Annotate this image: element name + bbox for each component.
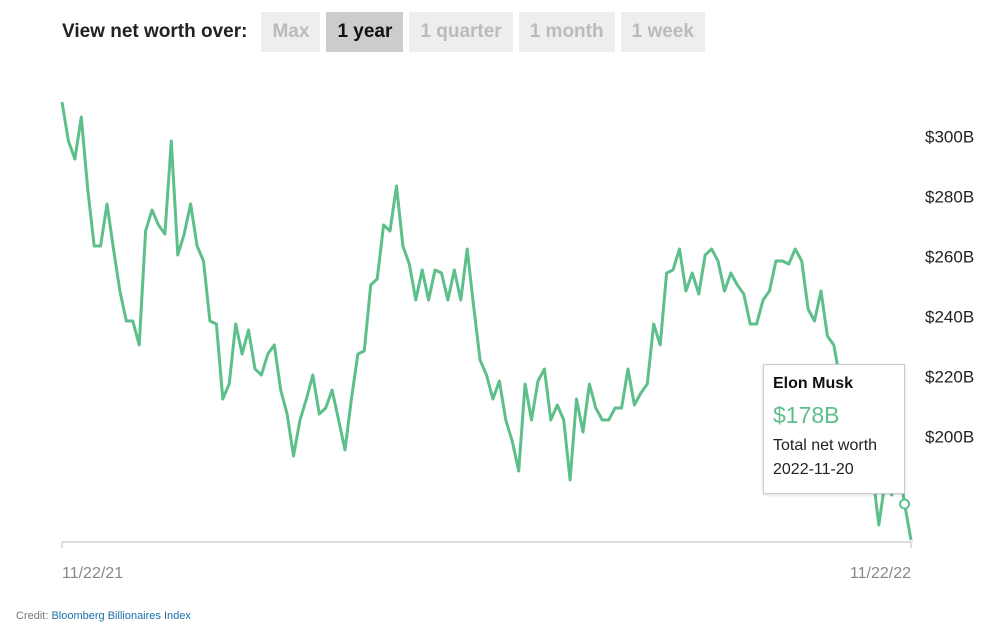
range-option[interactable]: 1 month	[518, 12, 615, 52]
y-tick-label: $220B	[925, 367, 974, 386]
y-tick-label: $200B	[925, 427, 974, 446]
credit: Credit: Bloomberg Billionaires Index	[16, 610, 191, 622]
range-option[interactable]: Max	[261, 12, 321, 52]
tooltip-date: 2022-11-20	[773, 461, 854, 478]
tooltip-value: $178B	[773, 402, 840, 428]
line-series	[60, 101, 913, 541]
y-tick-label: $260B	[925, 247, 974, 266]
y-tick-label: $240B	[925, 307, 974, 326]
tooltip-description: Total net worth	[773, 437, 878, 454]
highlight-point	[899, 498, 911, 510]
x-tick-label: 11/22/22	[850, 565, 911, 582]
tooltip-name: Elon Musk	[773, 375, 854, 392]
range-option[interactable]: 1 week	[620, 12, 705, 52]
credit-link[interactable]: Bloomberg Billionaires Index	[51, 610, 191, 622]
chart: $200B $220B $240B $260B $280B $300B 11/22/21 11…	[60, 101, 974, 582]
tooltip: Elon Musk $178B Total net worth 2022-11-…	[763, 364, 905, 494]
range-option[interactable]: 1 year	[326, 12, 404, 52]
range-option[interactable]: 1 quarter	[409, 12, 513, 52]
selector-label: View net worth over:	[62, 21, 248, 42]
y-tick-label: $280B	[925, 187, 974, 206]
x-tick-label: 11/22/21	[62, 565, 123, 582]
credit-label: Credit:	[16, 610, 49, 622]
y-tick-label: $300B	[925, 127, 974, 146]
range-selector: View net worth over: Max 1 year 1 quarter 1…	[62, 12, 711, 52]
